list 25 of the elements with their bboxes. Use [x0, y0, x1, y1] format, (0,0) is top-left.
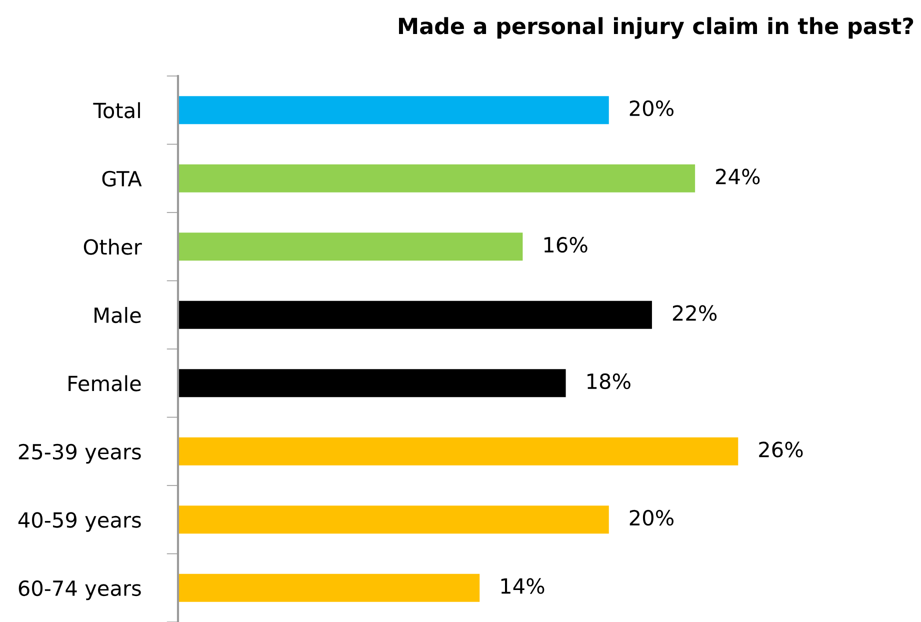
- bar: [178, 96, 609, 124]
- data-label: 14%: [501, 578, 544, 594]
- bar: [178, 164, 696, 192]
- data-label: 20%: [630, 510, 674, 526]
- y-tick-label: GTA: [102, 170, 142, 187]
- data-label: 18%: [588, 373, 630, 390]
- y-tick-label: 25-39 years: [18, 444, 141, 464]
- bar: [178, 574, 480, 602]
- chart-title: Made a personal injury claim in the past?: [399, 17, 914, 39]
- bar: [178, 369, 566, 398]
- bar: [178, 300, 652, 329]
- data-label: 20%: [630, 100, 674, 116]
- data-label: 26%: [759, 442, 803, 458]
- y-tick-label: 40-59 years: [18, 512, 141, 532]
- y-tick-label: Male: [94, 306, 141, 324]
- y-tick-label: Total: [93, 102, 140, 118]
- bar: [178, 232, 523, 261]
- data-label: 24%: [716, 168, 760, 184]
- data-label: 16%: [544, 236, 588, 253]
- bar: [178, 437, 738, 466]
- bar: [178, 506, 609, 534]
- y-tick-label: Other: [84, 238, 142, 255]
- y-tick-label: 60-74 years: [18, 580, 141, 600]
- y-tick-label: Female: [68, 375, 141, 392]
- data-label: 22%: [672, 305, 717, 321]
